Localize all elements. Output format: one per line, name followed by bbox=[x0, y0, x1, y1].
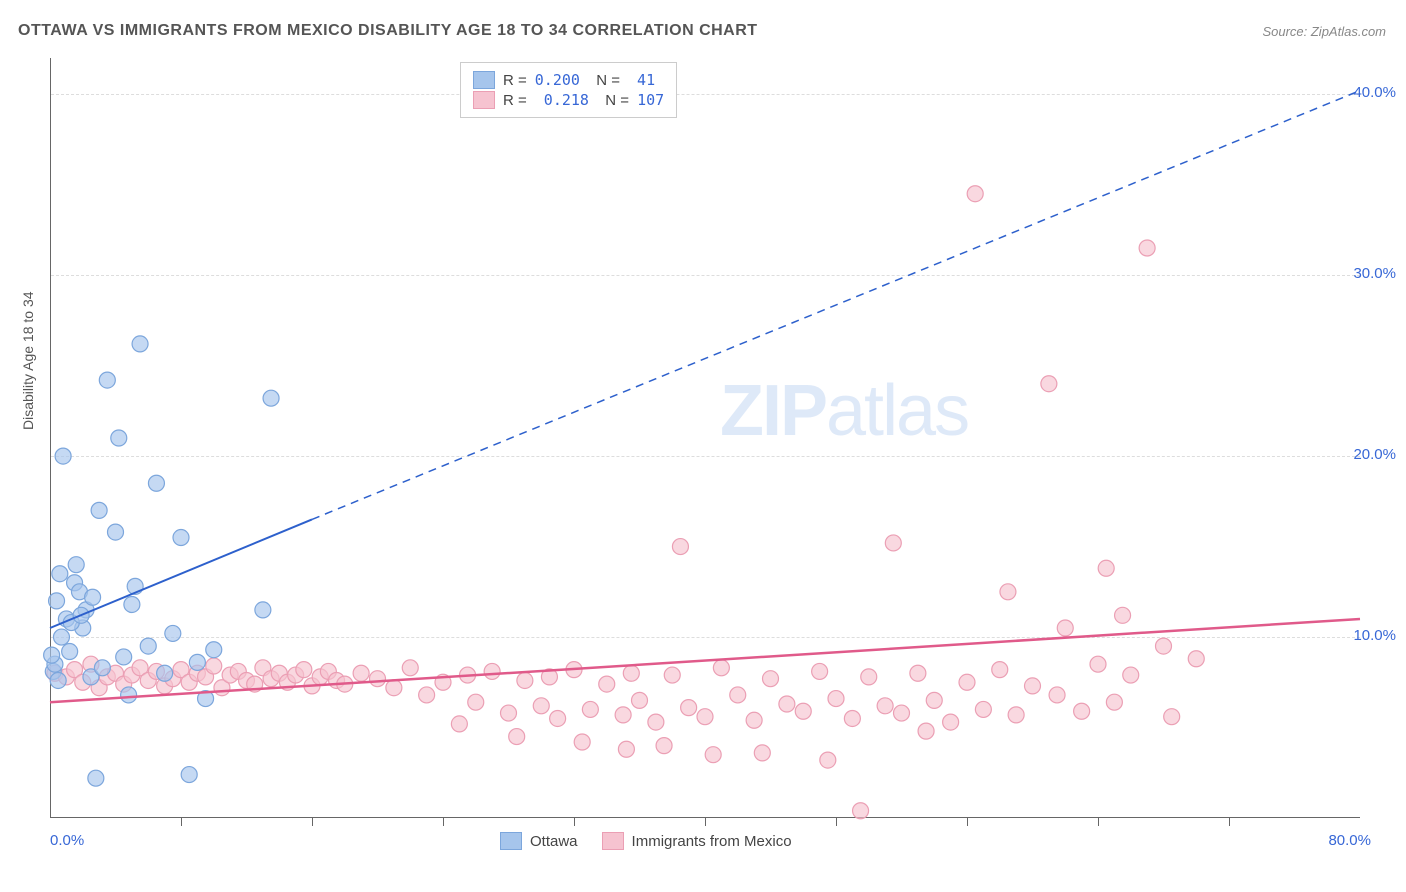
legend-n-value: 107 bbox=[637, 91, 664, 109]
chart-container: OTTAWA VS IMMIGRANTS FROM MEXICO DISABIL… bbox=[0, 0, 1406, 892]
legend-swatch bbox=[473, 91, 495, 109]
source-attribution: Source: ZipAtlas.com bbox=[1262, 24, 1386, 39]
legend-r-label: R = bbox=[503, 92, 527, 109]
x-tick bbox=[836, 818, 837, 826]
legend-r-value: 0.218 bbox=[535, 91, 589, 109]
correlation-legend: R = 0.200 N = 41 R = 0.218 N = 107 bbox=[460, 62, 677, 118]
chart-title: OTTAWA VS IMMIGRANTS FROM MEXICO DISABIL… bbox=[18, 22, 758, 40]
x-tick bbox=[1229, 818, 1230, 826]
legend-n-value: 41 bbox=[628, 71, 655, 89]
x-tick bbox=[1098, 818, 1099, 826]
x-axis-max: 80.0% bbox=[1328, 832, 1371, 849]
legend-n-label: N = bbox=[597, 92, 629, 109]
x-tick bbox=[705, 818, 706, 826]
legend-row-ottawa: R = 0.200 N = 41 bbox=[473, 71, 664, 89]
scatter-plot bbox=[50, 58, 1360, 818]
x-tick bbox=[574, 818, 575, 826]
legend-n-label: N = bbox=[588, 72, 620, 89]
legend-item-ottawa: Ottawa bbox=[500, 832, 578, 850]
y-tick-label: 10.0% bbox=[1353, 627, 1396, 644]
series-legend: Ottawa Immigrants from Mexico bbox=[500, 832, 792, 850]
legend-swatch bbox=[473, 71, 495, 89]
y-tick-label: 20.0% bbox=[1353, 446, 1396, 463]
x-tick bbox=[443, 818, 444, 826]
legend-row-mexico: R = 0.218 N = 107 bbox=[473, 91, 664, 109]
legend-swatch bbox=[602, 832, 624, 850]
legend-r-label: R = bbox=[503, 72, 527, 89]
y-axis-label: Disability Age 18 to 34 bbox=[20, 291, 36, 430]
y-tick-label: 40.0% bbox=[1353, 84, 1396, 101]
legend-r-value: 0.200 bbox=[535, 71, 580, 89]
legend-item-mexico: Immigrants from Mexico bbox=[602, 832, 792, 850]
legend-swatch bbox=[500, 832, 522, 850]
x-tick bbox=[967, 818, 968, 826]
y-tick-label: 30.0% bbox=[1353, 265, 1396, 282]
x-tick bbox=[181, 818, 182, 826]
legend-label: Immigrants from Mexico bbox=[632, 833, 792, 850]
legend-label: Ottawa bbox=[530, 833, 578, 850]
x-tick bbox=[312, 818, 313, 826]
x-axis-min: 0.0% bbox=[50, 832, 84, 849]
